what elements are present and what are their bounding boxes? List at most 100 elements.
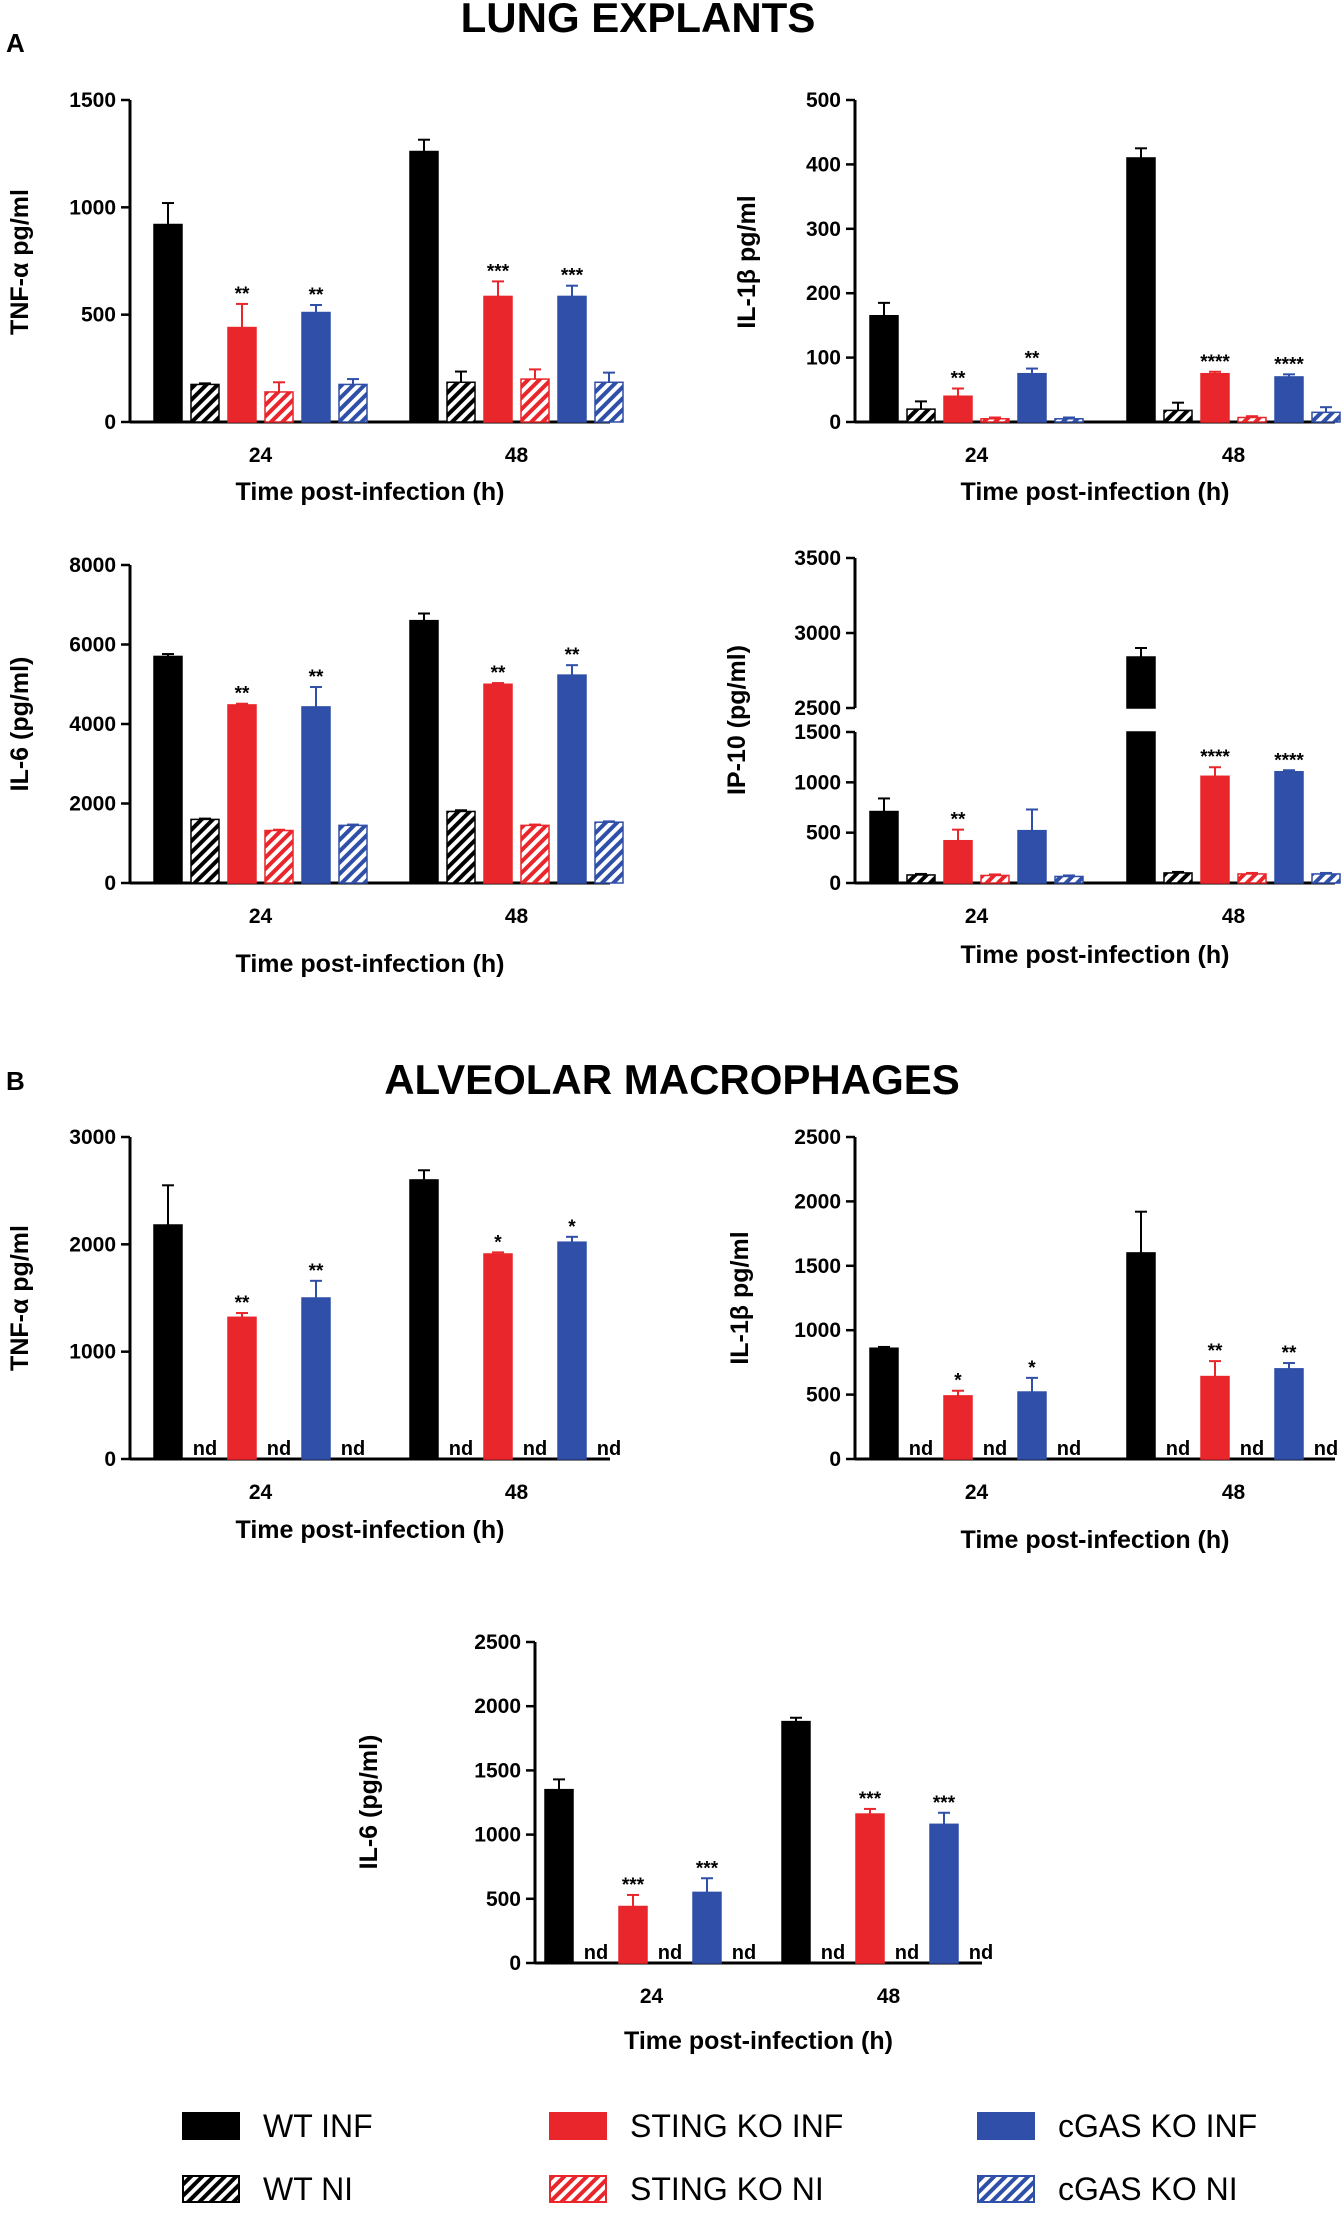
y-tick-label: 1000 (794, 771, 841, 794)
section-b-title: ALVEOLAR MACROPHAGES (384, 1056, 960, 1103)
significance-label: ** (491, 663, 506, 684)
nd-label: nd (584, 1942, 608, 1964)
y-tick-label: 1000 (474, 1824, 521, 1847)
significance-label: ** (1282, 1343, 1297, 1364)
x-tick-label: 24 (965, 905, 989, 928)
y-axis-title: IL-1β pg/ml (726, 1231, 754, 1364)
bar (1163, 409, 1193, 423)
y-axis-title: IP-10 (pg/ml) (723, 645, 751, 795)
x-tick-label: 48 (505, 905, 529, 928)
bar (1237, 416, 1267, 423)
bar (869, 314, 899, 423)
bar (227, 326, 257, 423)
bar (301, 706, 331, 884)
x-tick-label: 48 (1222, 1481, 1246, 1504)
bar (483, 295, 513, 423)
y-tick-label: 1500 (794, 1255, 841, 1278)
x-axis-title: Time post-infection (h) (236, 478, 505, 506)
bar (227, 704, 257, 884)
legend-swatch-cgas_inf (977, 2112, 1035, 2140)
bar (338, 383, 368, 423)
y-tick-label: 300 (806, 218, 841, 241)
significance-label: * (954, 1371, 962, 1392)
significance-label: *** (622, 1875, 645, 1896)
bar (980, 874, 1010, 884)
x-tick-label: 24 (249, 905, 273, 928)
legend-label-sting_inf: STING KO INF (630, 2108, 843, 2144)
bar (980, 418, 1010, 423)
x-tick-label: 48 (1222, 905, 1246, 928)
bar (1017, 1391, 1047, 1460)
bar (929, 1823, 959, 1964)
y-tick-label: 0 (104, 411, 116, 434)
bar (869, 1347, 899, 1460)
bar-lower-segment (1126, 731, 1156, 884)
bar (1274, 771, 1304, 884)
chart-a_ip10: 2500 3000 3500 0 500 1000 1500 ** 24 **** **** 48 Ti… (723, 547, 1341, 969)
bar (618, 1905, 648, 1964)
bar (544, 1788, 574, 1964)
legend-label-cgas_ni: cGAS KO NI (1058, 2171, 1238, 2207)
significance-label: ** (309, 667, 324, 688)
bar (1200, 1375, 1230, 1460)
nd-label: nd (983, 1438, 1007, 1460)
nd-label: nd (732, 1942, 756, 1964)
bar (483, 683, 513, 884)
nd-label: nd (658, 1942, 682, 1964)
bar (869, 810, 899, 884)
chart-b_il1b: 0 500 1000 1500 2000 2500 nd * nd * nd 24 nd ** nd ** nd… (726, 1126, 1338, 1554)
significance-label: ** (235, 1293, 250, 1314)
significance-label: ** (1025, 349, 1040, 370)
bar (557, 295, 587, 423)
x-tick-label: 24 (640, 1985, 664, 2008)
bar (557, 674, 587, 884)
nd-label: nd (969, 1942, 993, 1964)
x-tick-label: 24 (249, 1481, 273, 1504)
bar (409, 150, 439, 423)
y-axis-title: IL-1β pg/ml (733, 195, 761, 328)
panel-a-label: A (6, 28, 25, 58)
nd-label: nd (1057, 1438, 1081, 1460)
bar (943, 1395, 973, 1460)
bar (446, 381, 476, 423)
y-tick-label: 6000 (69, 634, 116, 657)
y-tick-label: 500 (806, 822, 841, 845)
bar (264, 829, 294, 884)
bar (906, 408, 936, 423)
bar (1274, 376, 1304, 423)
y-tick-label: 8000 (69, 554, 116, 577)
nd-label: nd (449, 1438, 473, 1460)
bar (943, 839, 973, 884)
bar (1017, 372, 1047, 423)
significance-label: **** (1200, 352, 1230, 373)
y-tick-label: 2000 (794, 1190, 841, 1213)
x-axis-title: Time post-infection (h) (236, 950, 505, 978)
y-tick-label: 400 (806, 153, 841, 176)
significance-label: * (494, 1232, 502, 1253)
legend-swatch-wt_ni (182, 2175, 240, 2203)
nd-label: nd (821, 1942, 845, 1964)
y-tick-label: 2500 (474, 1631, 521, 1654)
legend-swatch-cgas_ni (977, 2175, 1035, 2203)
bar (943, 395, 973, 423)
nd-label: nd (341, 1438, 365, 1460)
legend-label-wt_inf: WT INF (263, 2108, 373, 2144)
nd-label: nd (895, 1942, 919, 1964)
bar (301, 311, 331, 423)
bar (153, 1224, 183, 1460)
bar (264, 391, 294, 423)
bar (409, 619, 439, 884)
bar (1126, 157, 1156, 423)
bar (557, 1241, 587, 1460)
bar (1017, 829, 1047, 884)
chart-b_il6: 0 500 1000 1500 2000 2500 nd *** nd *** nd 24 nd *** n… (355, 1631, 993, 2055)
significance-label: ** (235, 684, 250, 705)
bar (1200, 775, 1230, 884)
significance-label: ** (951, 810, 966, 831)
y-tick-label: 1000 (69, 196, 116, 219)
bar (409, 1179, 439, 1460)
y-tick-label: 100 (806, 347, 841, 370)
